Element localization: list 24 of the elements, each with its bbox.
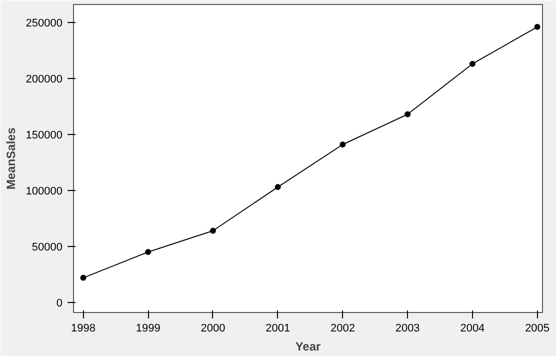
y-tick-label: 50000	[32, 241, 63, 254]
x-tick-label: 1998	[70, 322, 96, 334]
point	[80, 274, 86, 281]
point	[210, 228, 216, 234]
x-tick-label: 2005	[525, 322, 550, 334]
point	[145, 249, 152, 256]
y-tick-label: 250000	[26, 17, 63, 30]
y-tick-label: 100000	[26, 185, 63, 198]
point	[534, 24, 540, 30]
x-tick-label: 2003	[395, 322, 420, 334]
x-tick-label: 2002	[330, 322, 355, 334]
y-axis-title: MeanSales	[4, 127, 18, 190]
x-tick-label: 2001	[266, 322, 290, 334]
x-tick-label: 2004	[460, 322, 485, 334]
point	[469, 60, 476, 67]
y-tick-label: 0	[56, 297, 63, 310]
x-tick-label: 1999	[136, 322, 160, 334]
point	[274, 184, 281, 190]
y-tick-label: 150000	[26, 129, 63, 142]
x-axis-title: Year	[295, 340, 322, 354]
x-tick-label: 2000	[200, 322, 226, 334]
y-tick-label: 200000	[26, 73, 63, 86]
point	[340, 142, 346, 148]
point	[404, 111, 411, 118]
